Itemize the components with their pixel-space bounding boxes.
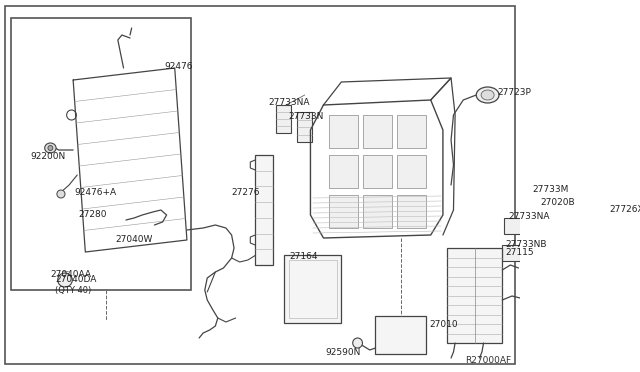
Bar <box>397 155 426 188</box>
Text: 27733NA: 27733NA <box>268 98 310 107</box>
Bar <box>329 195 358 228</box>
Ellipse shape <box>596 207 612 223</box>
Ellipse shape <box>597 238 605 246</box>
Text: (QTY 40): (QTY 40) <box>55 286 92 295</box>
Bar <box>364 115 392 148</box>
Bar <box>504 218 525 234</box>
Text: 27733NB: 27733NB <box>506 240 547 249</box>
Ellipse shape <box>353 338 362 348</box>
Bar <box>364 195 392 228</box>
Text: 92476+A: 92476+A <box>75 188 117 197</box>
Text: 92200N: 92200N <box>30 152 65 161</box>
Text: 27040DA: 27040DA <box>55 275 97 284</box>
Bar <box>284 255 341 323</box>
Text: 27733NA: 27733NA <box>508 212 549 221</box>
Ellipse shape <box>48 145 53 151</box>
Bar <box>447 248 502 343</box>
Bar <box>329 155 358 188</box>
Bar <box>376 316 426 354</box>
Text: 27010: 27010 <box>429 320 458 329</box>
Text: 27115: 27115 <box>506 248 534 257</box>
Ellipse shape <box>531 200 541 210</box>
Text: 92590N: 92590N <box>325 348 360 357</box>
Bar <box>364 155 392 188</box>
Ellipse shape <box>534 203 538 207</box>
Text: 27040W: 27040W <box>115 235 153 244</box>
Bar <box>397 195 426 228</box>
Text: 92476: 92476 <box>164 62 193 71</box>
Text: R27000AF: R27000AF <box>465 356 511 365</box>
Ellipse shape <box>58 273 72 287</box>
Text: 27723P: 27723P <box>497 88 531 97</box>
Bar <box>527 190 549 208</box>
Text: 27733M: 27733M <box>532 185 569 194</box>
Ellipse shape <box>45 143 56 153</box>
Bar <box>289 260 337 318</box>
Ellipse shape <box>476 87 499 103</box>
Text: 27040AA: 27040AA <box>51 270 92 279</box>
Bar <box>329 115 358 148</box>
Bar <box>502 245 524 261</box>
Bar <box>276 105 291 133</box>
Ellipse shape <box>57 190 65 198</box>
Bar <box>12 18 191 290</box>
Text: 27164: 27164 <box>289 252 318 261</box>
Text: 27020B: 27020B <box>540 198 575 207</box>
Text: 27276: 27276 <box>232 188 260 197</box>
Ellipse shape <box>481 90 494 100</box>
Text: 27726X: 27726X <box>609 205 640 214</box>
Text: 27280: 27280 <box>79 210 108 219</box>
Bar <box>397 115 426 148</box>
Text: 27733N: 27733N <box>289 112 324 121</box>
Bar <box>298 112 312 142</box>
Bar <box>255 155 273 265</box>
